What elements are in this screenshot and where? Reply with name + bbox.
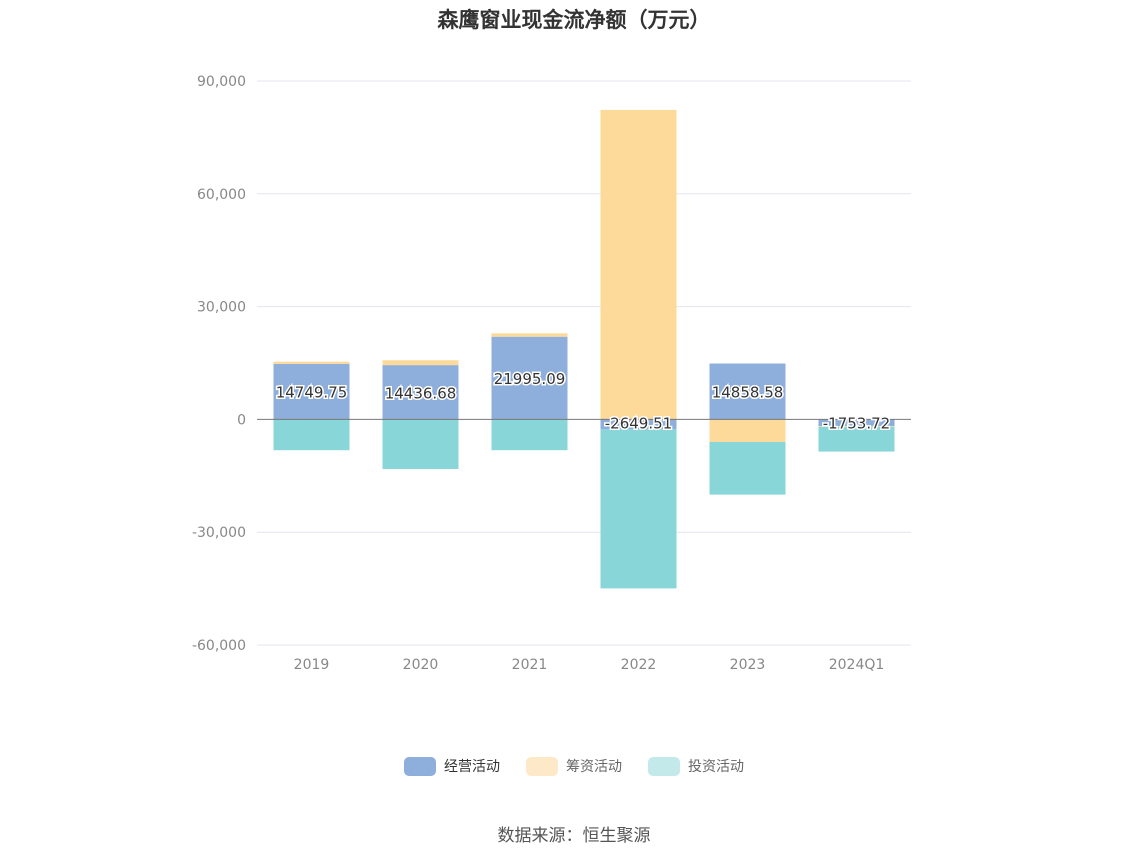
y-tick-label: -30,000 bbox=[192, 525, 246, 541]
x-axis-ticks: 2019 2020 2021 2022 2023 2024Q1 bbox=[294, 657, 885, 673]
data-label: 14858.58 bbox=[712, 383, 784, 401]
bar-2-2022 bbox=[600, 429, 677, 589]
y-tick-label: 0 bbox=[237, 412, 246, 428]
bars bbox=[273, 109, 895, 589]
bar-0-2020 bbox=[382, 365, 459, 420]
data-label: 14436.68 bbox=[385, 384, 457, 402]
y-tick-label: 90,000 bbox=[197, 74, 246, 90]
legend-item-investing[interactable]: 投资活动 bbox=[648, 756, 744, 776]
x-tick-label: 2024Q1 bbox=[829, 657, 885, 673]
legend-swatch-operating bbox=[404, 756, 436, 776]
bar-1-2024Q1 bbox=[818, 425, 895, 427]
bar-1-2022 bbox=[600, 109, 677, 420]
bar-1-2020 bbox=[382, 360, 459, 366]
bar-1-2019 bbox=[273, 361, 350, 364]
y-axis-ticks: 90,000 60,000 30,000 0 -30,000 -60,000 bbox=[192, 74, 246, 654]
bar-0-2021 bbox=[491, 336, 568, 420]
bar-2-2020 bbox=[382, 419, 459, 470]
x-tick-label: 2020 bbox=[403, 657, 439, 673]
data-label: -1753.72 bbox=[823, 414, 890, 432]
legend-label-investing: 投资活动 bbox=[688, 759, 744, 775]
legend-item-operating[interactable]: 经营活动 bbox=[404, 756, 500, 776]
chart-title: 森鹰窗业现金流净额（万元） bbox=[437, 8, 711, 32]
data-label: 21995.09 bbox=[494, 370, 566, 388]
bar-0-2019 bbox=[273, 363, 350, 420]
data-label: 14749.75 bbox=[276, 384, 348, 402]
legend-swatch-investing bbox=[648, 756, 680, 776]
bar-0-2023 bbox=[709, 363, 786, 420]
bar-2-2019 bbox=[273, 419, 350, 451]
data-label: -2649.51 bbox=[605, 414, 672, 432]
data-source: 数据来源：恒生聚源 bbox=[497, 826, 651, 846]
legend-label-operating: 经营活动 bbox=[444, 759, 500, 775]
x-tick-label: 2023 bbox=[730, 657, 766, 673]
x-tick-label: 2022 bbox=[621, 657, 657, 673]
bar-0-2022 bbox=[600, 419, 677, 430]
legend-label-financing: 筹资活动 bbox=[566, 759, 622, 775]
chart-canvas: 90,000 60,000 30,000 0 -30,000 -60,000 14749.… bbox=[192, 74, 911, 673]
y-tick-label: 60,000 bbox=[197, 187, 246, 203]
bar-1-2021 bbox=[491, 333, 568, 337]
x-tick-label: 2019 bbox=[294, 657, 330, 673]
bar-2-2021 bbox=[491, 419, 568, 451]
legend: 经营活动 筹资活动 投资活动 bbox=[0, 756, 1148, 776]
y-tick-label: -60,000 bbox=[192, 638, 246, 654]
bar-2-2024Q1 bbox=[818, 426, 895, 452]
grid-lines bbox=[257, 80, 911, 646]
x-tick-label: 2021 bbox=[512, 657, 548, 673]
bar-1-2023 bbox=[709, 419, 786, 442]
y-tick-label: 30,000 bbox=[197, 300, 246, 316]
bar-2-2023 bbox=[709, 441, 786, 495]
legend-swatch-financing bbox=[526, 756, 558, 776]
data-labels: 14749.75 14436.68 21995.09 -2649.51 14858.58… bbox=[274, 369, 892, 434]
legend-item-financing[interactable]: 筹资活动 bbox=[526, 756, 622, 776]
bar-0-2024Q1 bbox=[818, 419, 895, 426]
